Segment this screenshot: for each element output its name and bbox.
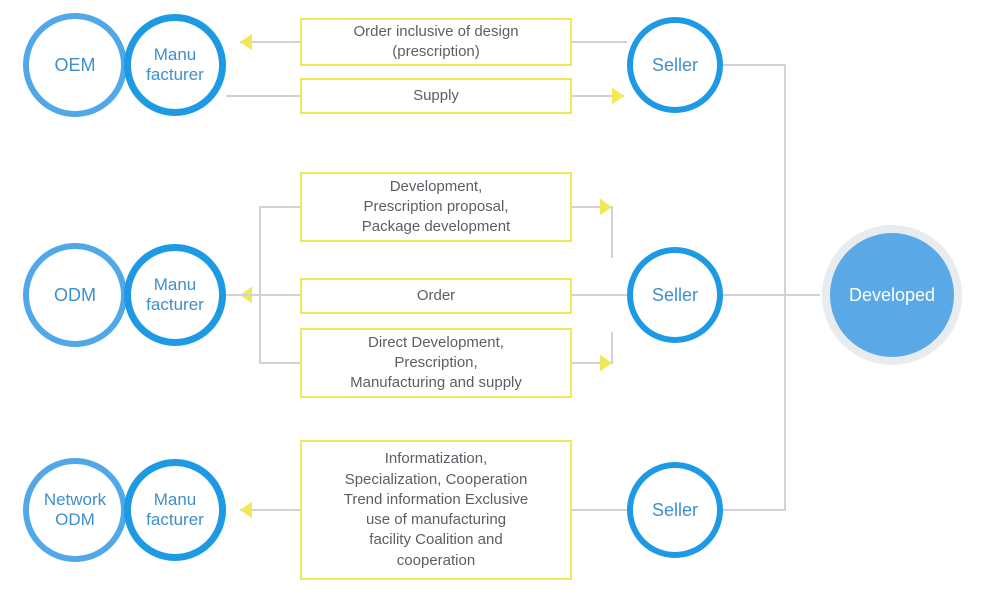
node-nodm-label: Network ODM [44, 490, 106, 529]
node-oem-label: OEM [54, 55, 95, 76]
seller3-to-trunk [723, 295, 785, 510]
box-b6-label: Informatization, Specialization, Coopera… [344, 449, 529, 571]
b2-to-seller1-arrow [612, 88, 624, 105]
b5-to-seller2 [572, 332, 612, 363]
box-b6: Informatization, Specialization, Coopera… [300, 440, 572, 580]
seller1-to-trunk [723, 65, 785, 295]
box-b3: Development, Prescription proposal, Pack… [300, 172, 572, 242]
diagram-stage: { "canvas": { "width": 984, "height": 61… [0, 0, 984, 615]
node-odm: ODM [23, 243, 127, 347]
box-b1: Order inclusive of design (prescription) [300, 18, 572, 66]
node-nodm: Network ODM [23, 458, 127, 562]
node-seller2: Seller [627, 247, 723, 343]
man2-up-loop [226, 207, 300, 295]
box-b5-label: Direct Development, Prescription, Manufa… [350, 333, 522, 394]
b5-to-seller2-arrow [600, 355, 612, 372]
node-man1: Manu facturer [124, 14, 226, 116]
node-man3-label: Manu facturer [146, 490, 204, 529]
developed-label: Developed [849, 285, 935, 306]
node-seller3: Seller [627, 462, 723, 558]
box-b5: Direct Development, Prescription, Manufa… [300, 328, 572, 398]
node-oem: OEM [23, 13, 127, 117]
node-odm-label: ODM [54, 285, 96, 306]
box-b2-label: Supply [413, 86, 459, 106]
box-b2: Supply [300, 78, 572, 114]
node-man2: Manu facturer [124, 244, 226, 346]
node-man3: Manu facturer [124, 459, 226, 561]
box-b1-label: Order inclusive of design (prescription) [353, 22, 518, 63]
node-seller3-label: Seller [652, 500, 698, 521]
developed-node: Developed [830, 233, 954, 357]
node-man1-label: Manu facturer [146, 45, 204, 84]
box-b3-label: Development, Prescription proposal, Pack… [362, 177, 510, 238]
man2-down-loop [226, 295, 300, 363]
node-seller1: Seller [627, 17, 723, 113]
node-seller1-label: Seller [652, 55, 698, 76]
node-man2-label: Manu facturer [146, 275, 204, 314]
box-b4: Order [300, 278, 572, 314]
b1-to-man1-arrow [240, 34, 252, 51]
box-b4-label: Order [417, 286, 455, 306]
node-seller2-label: Seller [652, 285, 698, 306]
b3-to-seller2 [572, 207, 612, 258]
b3-to-seller2-arrow [600, 199, 612, 216]
b6-to-man3-arrow [240, 502, 252, 519]
